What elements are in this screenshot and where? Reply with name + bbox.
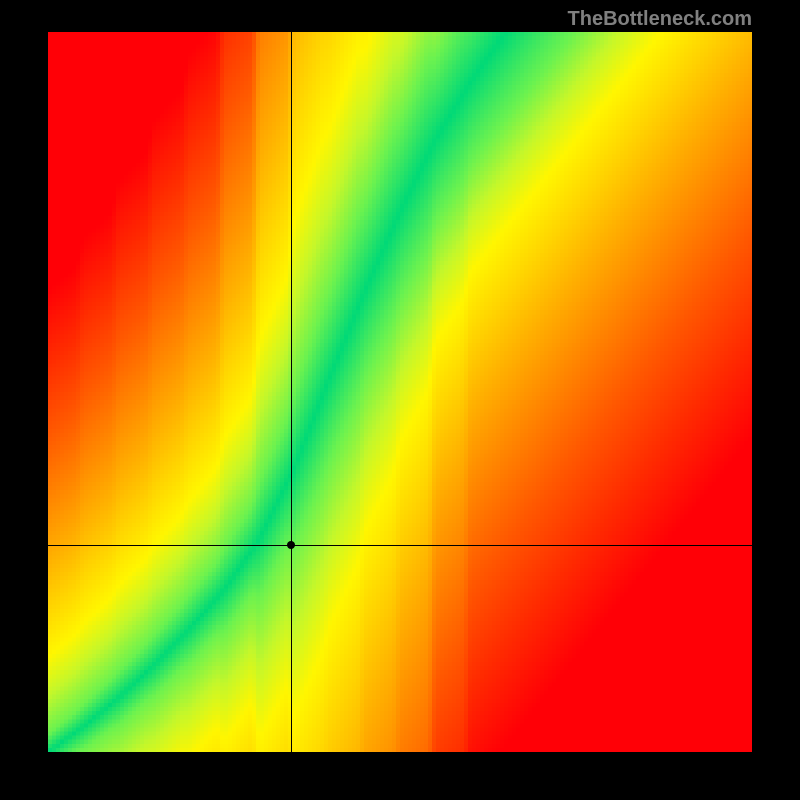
- crosshair-horizontal: [48, 545, 752, 546]
- heatmap-plot: [48, 32, 752, 752]
- watermark-text: TheBottleneck.com: [568, 8, 752, 31]
- crosshair-vertical: [291, 32, 292, 752]
- crosshair-marker: [287, 541, 295, 549]
- heatmap-canvas: [48, 32, 752, 752]
